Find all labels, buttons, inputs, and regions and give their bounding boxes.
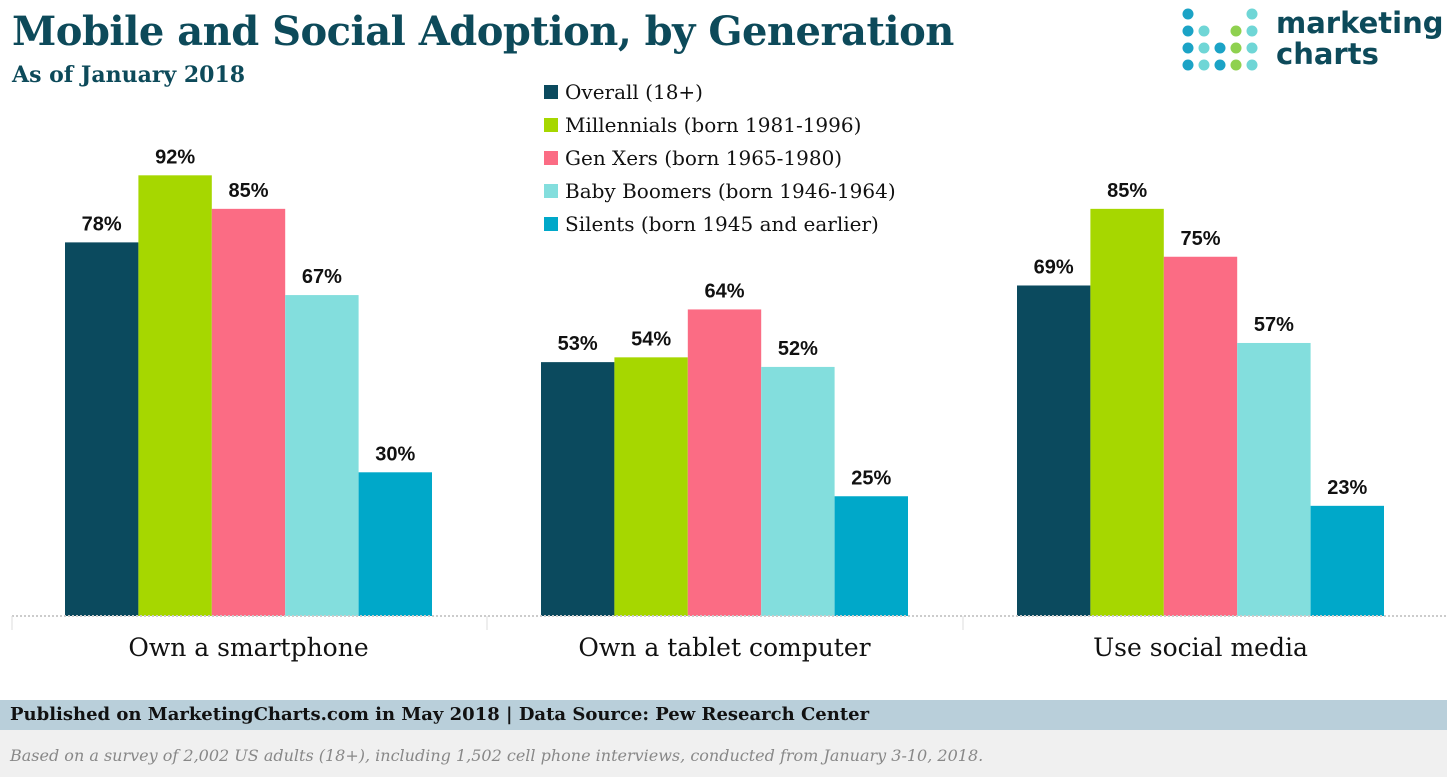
logo-dot: [1198, 59, 1210, 71]
data-label: 30%: [375, 443, 415, 465]
logo-dots-icon: [1182, 8, 1258, 71]
bar: [358, 472, 432, 616]
bar: [834, 496, 908, 616]
bar: [211, 208, 286, 616]
legend-label: Overall (18+): [565, 80, 703, 104]
legend-swatch: [544, 85, 558, 99]
logo-line1: marketing: [1276, 6, 1444, 40]
logo-dot: [1246, 25, 1258, 37]
data-label: 25%: [851, 467, 891, 489]
data-label: 54%: [631, 328, 671, 350]
data-label: 57%: [1254, 314, 1294, 336]
data-label: 64%: [704, 280, 744, 302]
logo-dot: [1230, 42, 1242, 54]
footer-source: Published on MarketingCharts.com in May …: [0, 700, 1447, 730]
logo-dot: [1198, 42, 1210, 54]
legend-swatch: [544, 184, 558, 198]
bars: 78% 92% 85% 67% 30% 53% 54% 64% 52% 25% 69% 85% 75% 5…: [65, 146, 1384, 616]
bar: [761, 366, 835, 616]
legend-swatch: [544, 217, 558, 231]
bar: [65, 242, 139, 616]
category-label: Use social media: [1093, 633, 1308, 662]
bar: [1237, 342, 1311, 616]
logo-dot: [1214, 42, 1226, 54]
bar: [138, 175, 212, 616]
logo-dot: [1246, 59, 1258, 71]
logo-dot: [1214, 59, 1226, 71]
marketingcharts-logo: marketing charts: [1180, 6, 1450, 76]
bar: [687, 309, 762, 616]
legend-label: Millennials (born 1981-1996): [565, 113, 861, 137]
logo-dot: [1246, 8, 1258, 20]
data-label: 69%: [1034, 256, 1074, 278]
bar: [1090, 208, 1164, 616]
bar: [541, 362, 615, 616]
data-label: 75%: [1180, 228, 1220, 250]
legend-label: Silents (born 1945 and earlier): [565, 212, 879, 236]
data-label: 85%: [228, 180, 268, 202]
chart-subtitle: As of January 2018: [12, 62, 246, 88]
logo-dot: [1182, 25, 1194, 37]
bar: [1163, 256, 1238, 616]
data-label: 23%: [1327, 477, 1367, 499]
logo-dot: [1230, 25, 1242, 37]
data-label: 78%: [82, 213, 122, 235]
legend: Overall (18+) Millennials (born 1981-1996…: [544, 80, 896, 236]
logo-dot: [1182, 59, 1194, 71]
bar: [1017, 285, 1091, 616]
data-label: 53%: [558, 333, 598, 355]
bar-chart: Overall (18+) Millennials (born 1981-1996…: [11, 80, 1447, 662]
bar: [614, 357, 688, 616]
legend-label: Baby Boomers (born 1946-1964): [565, 179, 896, 203]
logo-dot: [1246, 42, 1258, 54]
legend-swatch: [544, 118, 558, 132]
logo-dot: [1198, 25, 1210, 37]
legend-label: Gen Xers (born 1965-1980): [565, 146, 842, 170]
data-label: 92%: [155, 146, 195, 168]
data-label: 85%: [1107, 180, 1147, 202]
logo-dot: [1230, 59, 1242, 71]
category-label: Own a smartphone: [128, 633, 368, 662]
logo-dot: [1182, 8, 1194, 20]
category-label: Own a tablet computer: [578, 633, 870, 662]
logo-dot: [1182, 42, 1194, 54]
bar: [285, 295, 359, 616]
chart-title: Mobile and Social Adoption, by Generatio…: [12, 8, 954, 55]
bar: [1310, 505, 1384, 616]
footer-note: Based on a survey of 2,002 US adults (18…: [0, 730, 1447, 777]
logo-line2: charts: [1276, 37, 1379, 71]
legend-swatch: [544, 151, 558, 165]
data-label: 52%: [778, 338, 818, 360]
data-label: 67%: [302, 266, 342, 288]
